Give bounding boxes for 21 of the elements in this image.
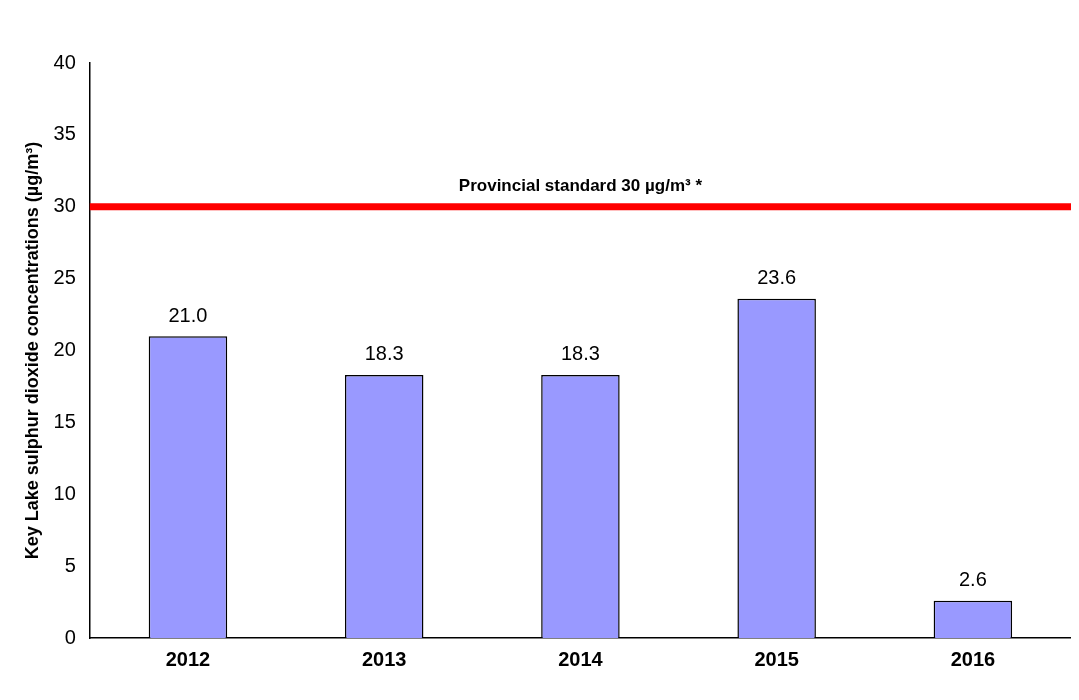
y-tick-label: 5: [64, 553, 76, 576]
y-tick-label: 10: [53, 481, 76, 504]
y-tick-label: 30: [53, 194, 76, 217]
y-tick-label: 15: [53, 409, 76, 432]
x-tick-label: 2012: [165, 647, 211, 670]
data-label: 21.0: [168, 303, 208, 326]
data-label: 2.6: [958, 568, 987, 591]
data-label: 18.3: [364, 342, 404, 365]
x-tick-label: 2015: [754, 647, 799, 670]
data-label: 23.6: [757, 266, 797, 289]
data-label: 18.3: [560, 342, 600, 365]
y-tick-label: 35: [53, 122, 76, 145]
y-tick-label: 20: [53, 338, 76, 361]
y-axis-title: Key Lake sulphur dioxide concentrations (µg/m³): [21, 141, 42, 560]
y-tick-label: 0: [64, 625, 76, 648]
y-tick-label: 40: [53, 50, 76, 73]
x-tick-label: 2013: [361, 647, 407, 670]
y-tick-label: 25: [53, 266, 76, 289]
x-tick-label: 2014: [558, 647, 604, 670]
x-tick-label: 2016: [950, 647, 996, 670]
ref-line-label: Provincial standard 30 µg/m³ *: [458, 175, 703, 195]
